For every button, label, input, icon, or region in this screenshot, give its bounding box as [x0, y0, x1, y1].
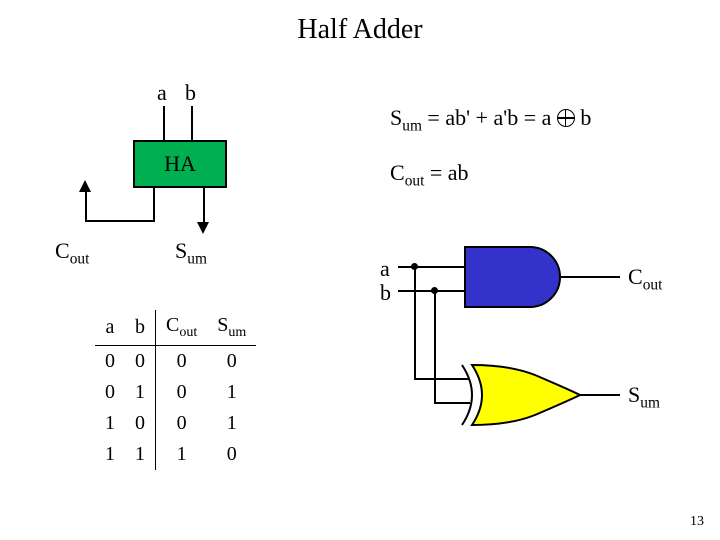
wire [414, 266, 416, 378]
page-title: Half Adder [0, 14, 720, 46]
wire [414, 378, 470, 380]
wire [153, 186, 155, 222]
wire [85, 220, 155, 222]
junction-dot [431, 287, 438, 294]
equation-cout: Cout = ab [390, 160, 469, 190]
block-output-cout: Cout [55, 238, 89, 268]
wire [398, 266, 464, 268]
wire [434, 402, 470, 404]
arrowhead-icon [79, 180, 91, 192]
junction-dot [411, 263, 418, 270]
wire [580, 394, 620, 396]
tt-header-b: b [125, 310, 156, 346]
wire [163, 106, 165, 140]
gate-output-cout: Cout [628, 264, 662, 294]
ha-box: HA [133, 140, 227, 188]
wire [203, 186, 205, 222]
block-output-sum: Sum [175, 238, 207, 268]
tt-header-sum: Sum [207, 310, 256, 346]
truth-table: a b Cout Sum 00 00 01 01 10 01 11 10 [95, 310, 256, 470]
gate-output-sum: Sum [628, 382, 660, 412]
arrowhead-icon [197, 222, 209, 234]
table-row: 00 00 [95, 346, 256, 378]
wire [434, 290, 436, 402]
wire [560, 276, 620, 278]
tt-header-a: a [95, 310, 125, 346]
page-number: 13 [690, 514, 704, 530]
gate-input-a: a [380, 256, 390, 282]
table-row: 01 01 [95, 377, 256, 408]
ha-box-label: HA [164, 151, 196, 177]
table-row: 11 10 [95, 439, 256, 470]
block-input-a: a [157, 80, 167, 106]
table-row: 10 01 [95, 408, 256, 439]
wire [191, 106, 193, 140]
xor-symbol-icon [557, 109, 575, 127]
wire [85, 188, 87, 222]
block-input-b: b [185, 80, 196, 106]
tt-header-cout: Cout [156, 310, 208, 346]
xor-gate-icon [460, 360, 600, 430]
equation-sum: Sum = ab' + a'b = a b [390, 105, 591, 135]
gate-diagram: a b Cout Sum [380, 250, 700, 470]
gate-input-b: b [380, 280, 391, 306]
